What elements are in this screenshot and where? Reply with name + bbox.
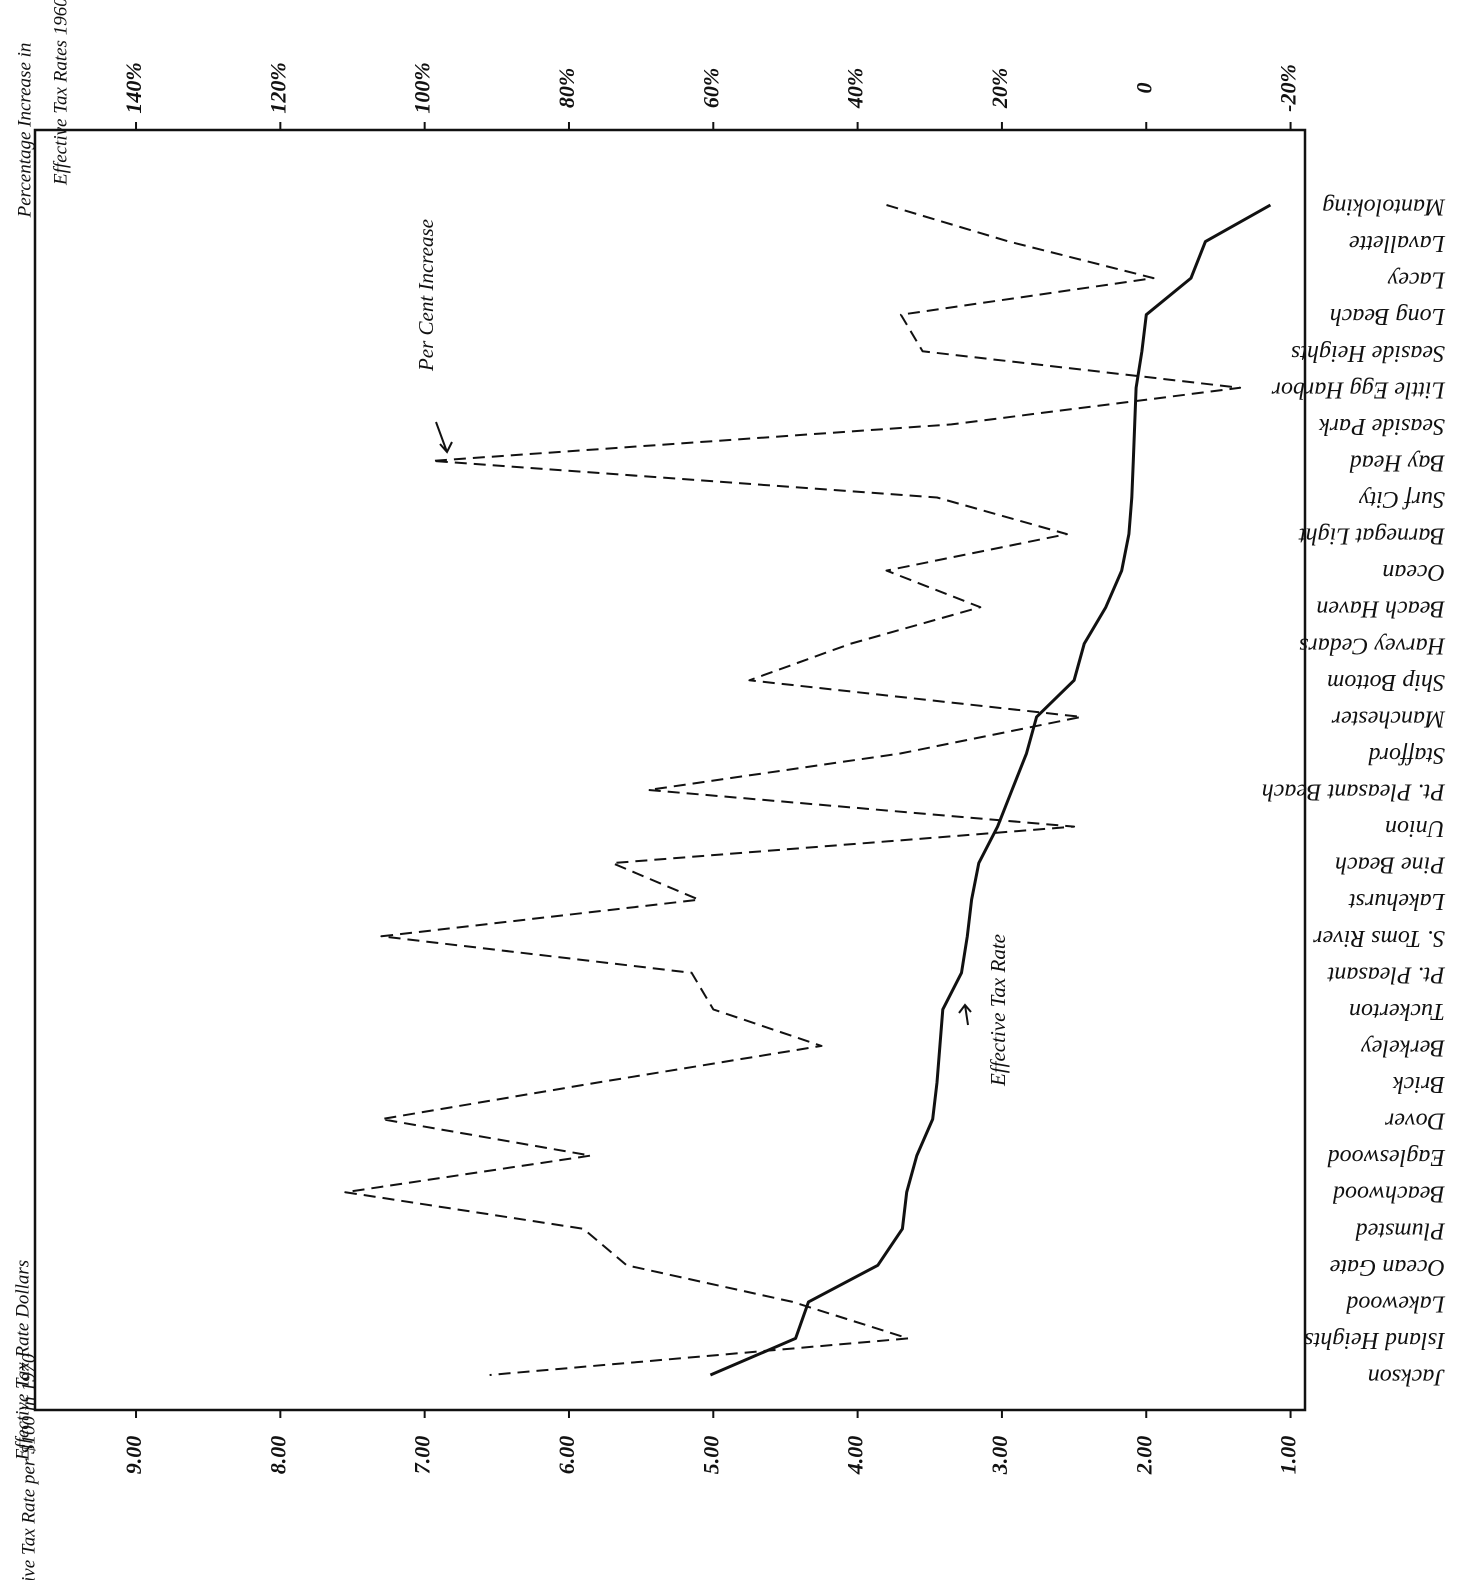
y2-tick-label: 100% — [410, 62, 435, 113]
category-label: Seaside Park — [1319, 413, 1445, 439]
category-label: Little Egg Harbor — [1271, 376, 1446, 402]
y-tick-label: 6.00 — [554, 1436, 579, 1475]
y2-tick-label: -20% — [1276, 64, 1301, 112]
y-tick-label: 2.00 — [1131, 1436, 1156, 1476]
category-label: Beachwood — [1332, 1181, 1445, 1207]
y-tick-label: 9.00 — [121, 1436, 146, 1475]
y-tick-label: 7.00 — [410, 1436, 435, 1475]
category-label: Lakehurst — [1348, 888, 1446, 914]
y-tick-label: 5.00 — [698, 1436, 723, 1475]
y2-tick-label: 60% — [698, 68, 723, 108]
category-label: Ocean — [1382, 559, 1445, 585]
category-label: Mantoloking — [1322, 193, 1446, 219]
category-label: Ocean Gate — [1329, 1254, 1445, 1280]
category-label: Seaside Heights — [1291, 340, 1445, 366]
category-label: Lacey — [1387, 267, 1446, 293]
series-line — [709, 203, 1272, 1377]
y-tick-label: 1.00 — [1276, 1436, 1301, 1475]
category-label: Tuckerton — [1349, 998, 1445, 1024]
category-label: Jackson — [1368, 1363, 1445, 1389]
y-tick-label: 3.00 — [987, 1436, 1012, 1476]
category-label: Stafford — [1368, 742, 1445, 768]
category-label: Pt. Pleasant Beach — [1262, 778, 1446, 804]
category-label: Lavallette — [1349, 230, 1446, 256]
category-label: Pt. Pleasant — [1326, 961, 1446, 987]
y2-axis-title: Percentage Increase in — [14, 43, 35, 219]
category-label: Beach Haven — [1316, 596, 1445, 622]
category-label: Dover — [1384, 1108, 1446, 1134]
y-tick-label: 8.00 — [265, 1436, 290, 1475]
y2-tick-label: 140% — [121, 62, 146, 113]
annotation: Per Cent Increase — [414, 219, 438, 372]
category-label: Union — [1385, 815, 1445, 841]
y-axis-subtitle: Effective Tax Rate per $100 in 1970 — [18, 1353, 39, 1580]
category-label: Pine Beach — [1335, 852, 1446, 878]
category-label: S. Toms River — [1313, 925, 1445, 951]
y-tick-label: 4.00 — [843, 1436, 868, 1476]
y2-tick-label: 40% — [843, 68, 868, 109]
y2-tick-label: 0 — [1131, 83, 1156, 94]
category-label: Eagleswood — [1327, 1144, 1446, 1170]
y2-tick-label: 20% — [987, 68, 1012, 109]
annotation-arrow — [435, 421, 453, 454]
series-line — [344, 204, 1242, 1376]
category-label: Brick — [1393, 1071, 1445, 1097]
category-label: Berkeley — [1361, 1034, 1445, 1060]
category-label: Ship Bottom — [1327, 669, 1445, 695]
y2-axis-subtitle: Effective Tax Rates 1960 to 1970 — [50, 0, 71, 186]
y-axis-title: Effective Tax Rate Dollars — [12, 1260, 33, 1461]
category-label: Plumsted — [1355, 1217, 1446, 1243]
category-label: Surf City — [1359, 486, 1445, 512]
category-label: Long Beach — [1330, 303, 1446, 329]
y2-tick-label: 80% — [554, 68, 579, 108]
category-label: Harvey Cedars — [1299, 632, 1446, 658]
plot-frame — [33, 128, 1307, 1412]
annotation-arrow — [958, 1003, 972, 1026]
category-label: Island Heights — [1304, 1327, 1446, 1353]
category-label: Bay Head — [1349, 449, 1445, 475]
category-label: Lakewood — [1345, 1290, 1446, 1316]
y2-tick-label: 120% — [265, 62, 290, 113]
category-label: Barnegat Light — [1298, 523, 1445, 549]
annotation: Effective Tax Rate — [986, 934, 1010, 1087]
category-label: Manchester — [1331, 705, 1446, 731]
